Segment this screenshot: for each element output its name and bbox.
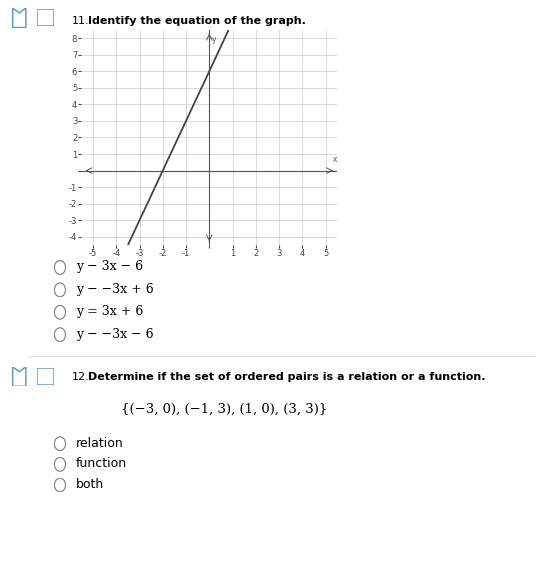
Text: Identify the equation of the graph.: Identify the equation of the graph. <box>88 16 306 26</box>
Text: x: x <box>333 155 337 164</box>
Text: y: y <box>212 35 217 44</box>
Text: y = 3x + 6: y = 3x + 6 <box>76 305 143 318</box>
Text: y − −3x − 6: y − −3x − 6 <box>76 328 153 340</box>
Text: 12.: 12. <box>72 372 89 382</box>
Text: both: both <box>76 478 104 491</box>
Text: Determine if the set of ordered pairs is a relation or a function.: Determine if the set of ordered pairs is… <box>88 372 486 382</box>
Text: y − −3x + 6: y − −3x + 6 <box>76 283 153 296</box>
Text: relation: relation <box>76 437 124 449</box>
Text: {(−3, 0), (−1, 3), (1, 0), (3, 3)}: {(−3, 0), (−1, 3), (1, 0), (3, 3)} <box>121 403 327 416</box>
Text: y − 3x − 6: y − 3x − 6 <box>76 261 143 273</box>
Text: 11.: 11. <box>72 16 89 26</box>
Text: function: function <box>76 457 127 470</box>
